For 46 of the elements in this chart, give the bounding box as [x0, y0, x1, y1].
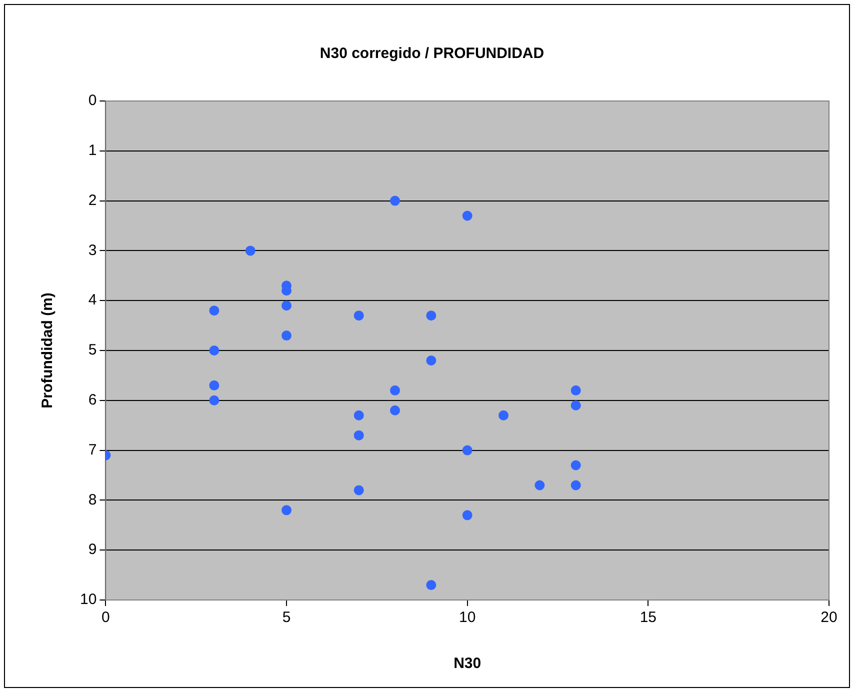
point [426, 355, 436, 366]
chart-title: N30 corregido / PROFUNDIDAD [320, 45, 544, 62]
x-tick-label: 5 [282, 609, 291, 626]
point [426, 580, 436, 590]
y-tick-label: 2 [88, 192, 97, 209]
y-axis-title: Profundidad (m) [39, 292, 56, 408]
y-tick-label: 5 [88, 342, 97, 359]
x-tick-label: 0 [102, 609, 110, 626]
point [390, 405, 400, 416]
y-tick-label: 4 [88, 292, 97, 309]
point [570, 385, 581, 396]
y-tick-label: 9 [88, 541, 97, 558]
point [462, 510, 472, 520]
point [354, 310, 364, 321]
point [390, 196, 400, 206]
point [282, 300, 292, 311]
point [462, 210, 472, 221]
point [282, 505, 292, 516]
point [354, 430, 364, 440]
point [354, 485, 364, 496]
x-tick-label: 20 [820, 609, 838, 626]
y-tick-label: 1 [88, 142, 97, 160]
point [462, 445, 472, 456]
y-tick-label: 8 [88, 491, 97, 508]
point [245, 246, 256, 256]
x-tick-label: 10 [459, 609, 476, 626]
x-axis-title: N30 [454, 655, 482, 672]
point [354, 410, 364, 420]
point [570, 460, 581, 470]
y-tick-label: 7 [88, 441, 97, 458]
y-tick-label: 0 [88, 92, 97, 110]
point [534, 480, 545, 490]
point [426, 310, 436, 321]
point [209, 395, 220, 406]
point [209, 380, 220, 390]
y-tick-label: 10 [80, 591, 97, 608]
y-tick-label: 3 [88, 242, 97, 259]
point [390, 385, 400, 396]
point [209, 346, 220, 356]
y-tick-label: 6 [88, 392, 97, 409]
point [498, 410, 509, 420]
point [570, 480, 581, 490]
point [570, 400, 581, 410]
x-tick-label: 15 [640, 609, 657, 626]
point [209, 306, 220, 316]
point [282, 330, 292, 341]
